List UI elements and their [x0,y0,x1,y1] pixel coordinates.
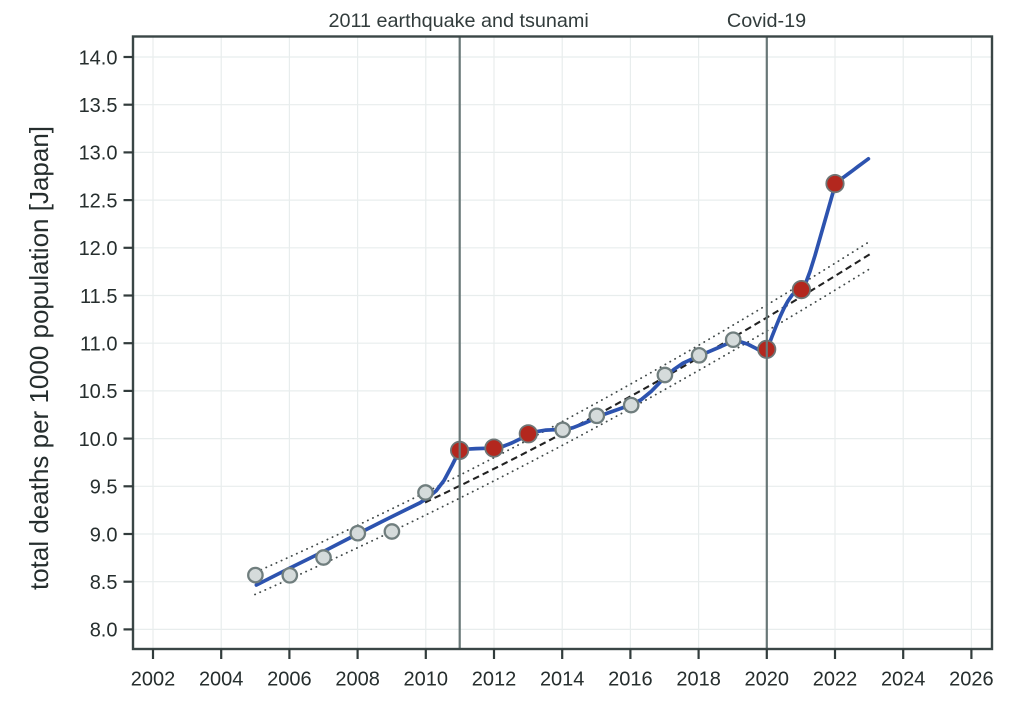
svg-text:Covid-19: Covid-19 [727,10,806,32]
svg-text:10.5: 10.5 [79,381,118,403]
svg-text:8.0: 8.0 [90,620,118,642]
svg-text:total deaths per 1000 populati: total deaths per 1000 population [Japan] [24,126,54,590]
svg-text:2026: 2026 [949,669,994,691]
svg-text:10.0: 10.0 [79,429,118,451]
svg-text:2024: 2024 [881,669,926,691]
svg-text:9.0: 9.0 [90,524,118,546]
svg-text:2018: 2018 [676,669,721,691]
svg-text:2006: 2006 [267,669,312,691]
svg-text:12.0: 12.0 [79,238,118,260]
svg-text:12.5: 12.5 [79,190,118,212]
svg-text:2004: 2004 [199,669,244,691]
svg-text:2008: 2008 [335,669,380,691]
svg-text:2016: 2016 [608,669,653,691]
svg-text:14.0: 14.0 [79,47,118,69]
svg-text:2010: 2010 [404,669,449,691]
svg-text:2011 earthquake and tsunami: 2011 earthquake and tsunami [328,10,588,32]
svg-text:2022: 2022 [813,669,858,691]
svg-text:2012: 2012 [472,669,517,691]
svg-text:13.0: 13.0 [79,143,118,165]
svg-text:11.5: 11.5 [80,286,117,308]
svg-text:2020: 2020 [745,669,790,691]
svg-text:11.0: 11.0 [80,334,117,356]
svg-text:2002: 2002 [131,669,176,691]
svg-text:9.5: 9.5 [90,477,118,499]
svg-text:13.5: 13.5 [79,95,118,117]
svg-text:8.5: 8.5 [90,572,118,594]
svg-text:2014: 2014 [540,669,585,691]
